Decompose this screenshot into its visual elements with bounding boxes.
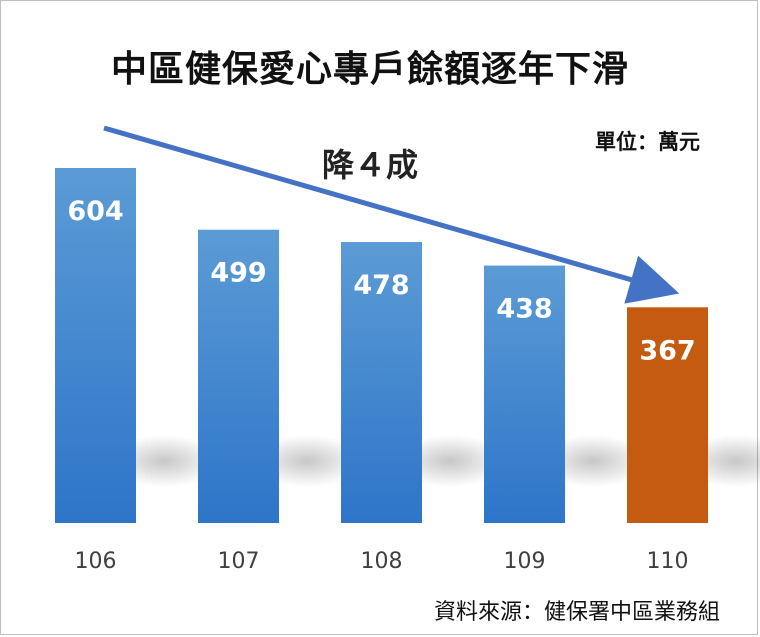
x-tick-107: 107 [218,549,260,574]
bar-110 [627,307,708,523]
bar-107 [198,229,279,524]
unit-label: 單位：萬元 [595,130,700,154]
bar-109 [484,265,565,523]
chart-title: 中區健保愛心專戶餘額逐年下滑 [110,49,629,90]
x-tick-108: 108 [361,549,403,574]
x-tick-109: 109 [504,549,546,574]
data-label-107: 499 [210,258,266,289]
data-label-109: 438 [496,294,552,325]
trend-annotation: 降４成 [322,146,419,184]
x-tick-110: 110 [647,549,689,574]
bar-106 [55,168,136,523]
data-label-106: 604 [67,196,123,227]
data-label-108: 478 [353,270,409,301]
bar-108 [341,242,422,524]
data-label-110: 367 [639,335,695,366]
source-note: 資料來源：健保署中區業務組 [433,600,720,625]
trend-arrow [103,125,680,304]
x-tick-106: 106 [75,549,117,574]
